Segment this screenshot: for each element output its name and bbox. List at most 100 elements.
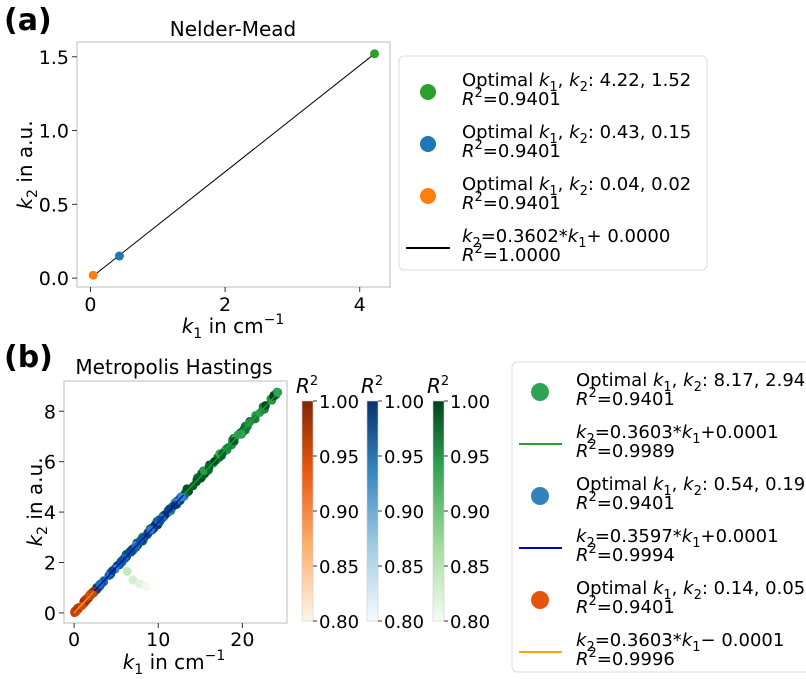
panel-a-label: (a) [4, 3, 52, 38]
colorbar-label: R2 [361, 374, 383, 398]
legend-text: Optimal k1, k2: 0.54, 0.19 [576, 474, 805, 499]
legend-text: R2=0.9401 [576, 490, 675, 514]
data-point [107, 566, 117, 575]
legend-text: k2=0.3603*k1− 0.0001 [576, 630, 784, 655]
colorbar-tick-label: 0.80 [384, 612, 424, 633]
colorbar-tick-label: 0.95 [384, 447, 424, 468]
legend-text: Optimal k1, k2: 0.14, 0.05 [576, 578, 805, 603]
panel-b-label: (b) [4, 340, 53, 375]
colorbar-tick-label: 1.00 [319, 392, 359, 413]
panel-b-ticks: 0 10 20 0 2 4 6 8 [44, 401, 255, 651]
data-point [273, 387, 283, 397]
fit-line [73, 590, 95, 614]
colorbar [432, 400, 445, 622]
data-point [233, 430, 243, 439]
colorbar [366, 400, 379, 622]
x-tick-label: 2 [219, 294, 231, 316]
panel-a-plot-frame [76, 41, 391, 288]
colorbar-tick-label: 0.85 [450, 557, 490, 578]
colorbar [301, 400, 314, 622]
colorbar-label: R2 [427, 374, 449, 398]
legend-text: R2=0.9994 [576, 542, 675, 566]
fit-line [92, 53, 375, 277]
legend-text: k2=0.3603*k1+0.0001 [576, 422, 779, 447]
panel-b-colorbars: R21.000.950.900.850.80R21.000.950.900.85… [296, 374, 490, 633]
data-point [135, 536, 144, 546]
data-point [77, 601, 87, 611]
data-point [244, 419, 253, 428]
legend-marker [420, 136, 436, 152]
legend-text: k2=0.3602*k1+ 0.0000 [462, 226, 670, 251]
data-point [114, 251, 124, 261]
colorbar-tick-label: 0.90 [384, 502, 424, 523]
legend-text: R2=1.0000 [462, 242, 561, 266]
legend-marker [420, 188, 436, 204]
x-tick-label: 20 [230, 629, 254, 651]
y-tick-label: 0.5 [39, 194, 69, 216]
data-point [182, 484, 192, 493]
data-point [370, 49, 380, 59]
panel-b-legend-entries: Optimal k1, k2: 8.17, 2.94R2=0.9401k2=0.… [519, 370, 805, 670]
colorbar-tick-label: 0.80 [450, 612, 490, 633]
colorbar-label: R2 [296, 374, 318, 398]
panel-b-legend [511, 361, 806, 673]
y-tick-label: 2 [44, 553, 56, 575]
y-tick-label: 6 [44, 452, 56, 474]
panel-a-ylabel: k2 in a.u. [13, 120, 41, 209]
legend-marker [531, 591, 549, 609]
colorbar-tick-label: 1.00 [450, 392, 490, 413]
panel-a-ticks: 0 2 4 0.0 0.5 1.0 1.5 [39, 47, 366, 316]
panel-b-marks [70, 387, 283, 618]
panel-b-ylabel: k2 in a.u. [23, 457, 51, 546]
y-tick-label: 1.0 [39, 121, 69, 143]
legend-marker [420, 84, 436, 100]
legend-text: R2=0.9401 [462, 138, 561, 162]
panel-a-legend [398, 55, 708, 271]
y-tick-label: 0.0 [39, 268, 69, 290]
data-point [128, 575, 138, 585]
y-tick-label: 4 [44, 502, 56, 524]
data-point [95, 579, 104, 589]
colorbar-tick-label: 1.00 [384, 392, 424, 413]
colorbar-tick-label: 0.90 [450, 502, 490, 523]
legend-text: k2=0.3597*k1+0.0001 [576, 526, 779, 551]
panel-a-title: Nelder-Mead [170, 17, 297, 41]
legend-text: R2=0.9401 [462, 86, 561, 110]
data-point [141, 581, 151, 591]
colorbar-tick-label: 0.85 [319, 557, 359, 578]
legend-text: Optimal k1, k2: 0.04, 0.02 [462, 174, 691, 199]
legend-marker [531, 383, 549, 401]
legend-text: R2=0.9989 [576, 438, 675, 462]
y-tick-label: 1.5 [39, 47, 69, 69]
colorbar-tick-label: 0.80 [319, 612, 359, 633]
data-point [88, 270, 98, 280]
legend-text: Optimal k1, k2: 8.17, 2.94 [576, 370, 805, 395]
legend-text: R2=0.9996 [576, 646, 675, 670]
panel-b-plot-frame [63, 380, 288, 624]
legend-text: R2=0.9401 [576, 386, 675, 410]
legend-marker [531, 487, 549, 505]
panel-b-xlabel: k1 in cm−1 [123, 648, 226, 675]
panel-a-marks [88, 49, 380, 280]
colorbar-tick-label: 0.95 [450, 447, 490, 468]
legend-text: R2=0.9401 [462, 190, 561, 214]
data-point [261, 401, 270, 410]
x-tick-label: 4 [354, 294, 366, 316]
x-tick-label: 0 [84, 294, 96, 316]
colorbar-tick-label: 0.90 [319, 502, 359, 523]
panel-a-xlabel: k1 in cm−1 [182, 312, 285, 342]
fit-line [86, 494, 184, 600]
colorbar-tick-label: 0.95 [319, 447, 359, 468]
x-tick-label: 0 [68, 629, 80, 651]
data-point [122, 566, 132, 576]
colorbar-tick-label: 0.85 [384, 557, 424, 578]
legend-text: R2=0.9401 [576, 594, 675, 618]
x-tick-label: 10 [146, 629, 170, 651]
panel-b-title: Metropolis Hastings [75, 355, 272, 379]
y-tick-label: 8 [44, 401, 56, 423]
y-tick-label: 0 [44, 603, 56, 625]
panel-a-legend-entries: Optimal k1, k2: 4.22, 1.52R2=0.9401Optim… [406, 70, 691, 266]
legend-text: Optimal k1, k2: 4.22, 1.52 [462, 70, 691, 95]
legend-text: Optimal k1, k2: 0.43, 0.15 [462, 122, 691, 147]
